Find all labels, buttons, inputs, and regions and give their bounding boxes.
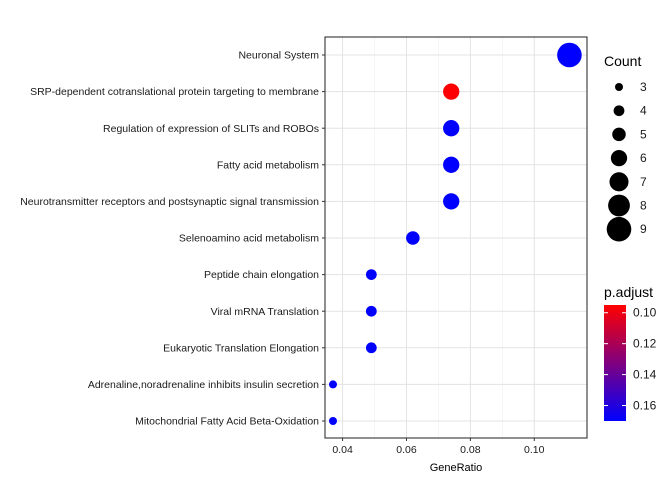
count-legend-label: 3: [640, 80, 647, 94]
y-tick-label: SRP-dependent cotranslational protein ta…: [30, 86, 319, 98]
y-tick-label: Mitochondrial Fatty Acid Beta-Oxidation: [135, 416, 319, 428]
x-tick-label: 0.06: [396, 444, 417, 456]
count-legend-key: [613, 105, 625, 117]
data-point: [443, 193, 460, 210]
count-legend-label: 8: [640, 199, 647, 213]
count-legend-label: 9: [640, 222, 647, 236]
count-legend-key: [610, 149, 628, 167]
data-point: [406, 231, 420, 245]
x-tick-label: 0.10: [524, 444, 545, 456]
y-tick-label: Fatty acid metabolism: [217, 159, 319, 171]
data-point: [365, 342, 377, 354]
x-tick-label: 0.08: [460, 444, 481, 456]
y-tick-label: Regulation of expression of SLITs and RO…: [103, 123, 319, 135]
data-point: [557, 42, 582, 68]
count-legend-title: Count: [604, 53, 641, 69]
count-legend-key: [608, 194, 630, 217]
p-adjust-colorbar: [604, 305, 626, 421]
x-axis: 0.04 0.06 0.08 0.10: [332, 438, 545, 456]
count-legend-key: [612, 127, 626, 142]
count-legend-key: [615, 83, 623, 91]
y-tick-label: Selenoamino acid metabolism: [179, 233, 319, 245]
data-points: [328, 42, 582, 425]
p-adjust-legend-title: p.adjust: [604, 284, 653, 300]
y-axis-labels: Neuronal System SRP-dependent cotranslati…: [20, 50, 325, 428]
count-legend-key: [606, 216, 632, 242]
colorbar-label: 0.10: [633, 306, 657, 320]
data-point: [328, 417, 337, 425]
count-legend-label: 5: [640, 127, 647, 141]
data-point: [328, 380, 337, 389]
y-tick-label: Peptide chain elongation: [204, 269, 319, 281]
data-point: [365, 305, 377, 317]
count-legend: Count 3 4 5 6 7 8 9: [604, 53, 647, 242]
colorbar-label: 0.16: [633, 399, 657, 413]
x-axis-title: GeneRatio: [430, 462, 483, 474]
count-legend-label: 7: [640, 175, 647, 189]
count-legend-label: 6: [640, 151, 647, 165]
data-point: [443, 120, 460, 137]
colorbar-label: 0.12: [633, 337, 657, 351]
x-tick-label: 0.04: [332, 444, 353, 456]
data-point: [443, 83, 460, 100]
count-legend-label: 4: [640, 104, 647, 118]
y-tick-label: Viral mRNA Translation: [211, 306, 320, 318]
y-tick-label: Neuronal System: [238, 50, 319, 62]
data-point: [443, 156, 460, 173]
y-tick-label: Adrenaline,noradrenaline inhibits insuli…: [88, 379, 319, 391]
data-point: [365, 269, 377, 280]
colorbar-label: 0.14: [633, 368, 657, 382]
p-adjust-legend: p.adjust 0.10 0.12 0.14 0.16: [604, 284, 657, 421]
y-tick-label: Eukaryotic Translation Elongation: [163, 342, 319, 354]
count-legend-key: [609, 172, 629, 192]
y-tick-label: Neurotransmitter receptors and postsynap…: [20, 196, 319, 208]
